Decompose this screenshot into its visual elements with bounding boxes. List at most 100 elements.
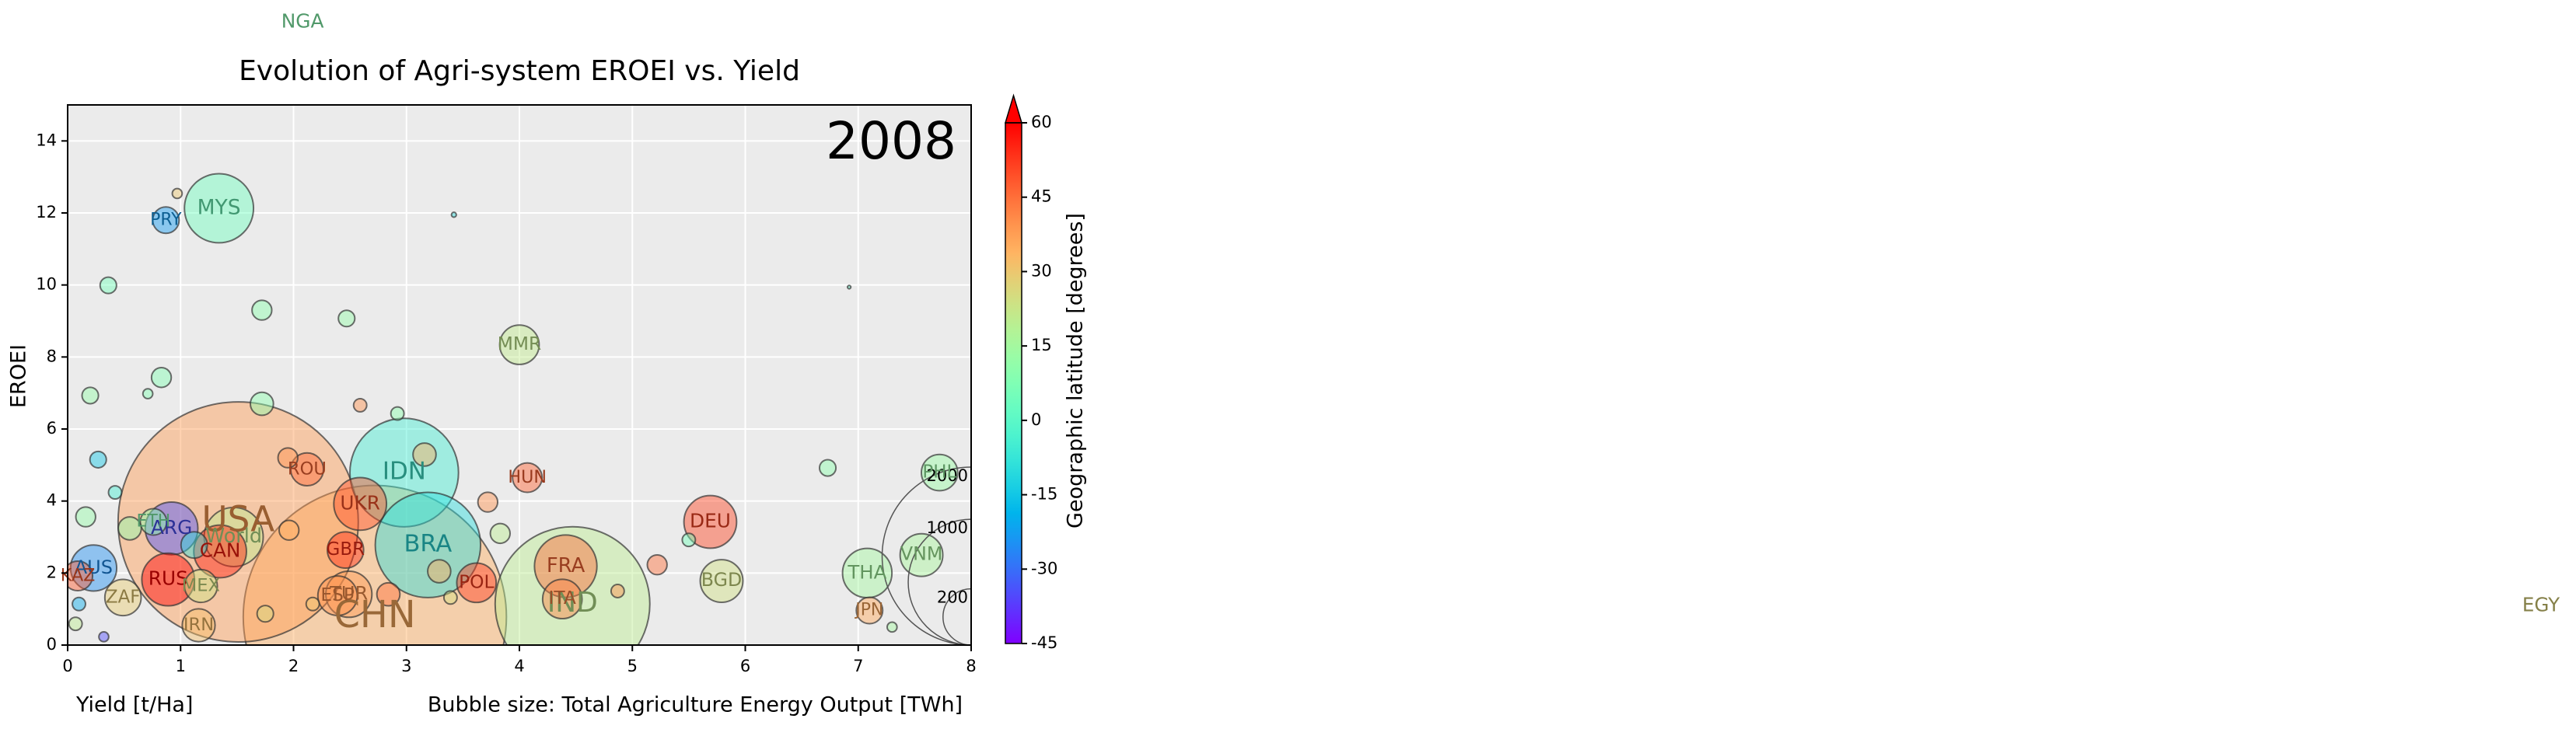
bubble (69, 544, 118, 592)
bubble (81, 386, 100, 405)
bubble-label: BRA (404, 531, 452, 558)
bubble (139, 508, 168, 536)
bubble (98, 631, 110, 643)
y-tick-label: 0 (47, 635, 57, 654)
bubble (683, 494, 738, 549)
bubble-label: MMR (498, 333, 541, 354)
bubble (390, 406, 405, 421)
bubble-label: ITA (549, 588, 576, 609)
bubble (68, 560, 94, 592)
bubble (846, 284, 852, 290)
bubble (184, 173, 255, 244)
bubble (89, 450, 107, 469)
x-tick-label: 1 (176, 657, 186, 675)
bubble (142, 388, 154, 399)
colorbar-tick-label: 30 (1031, 261, 1052, 280)
bubble-label: TUR (329, 583, 368, 605)
y-axis-label: EROEI (7, 344, 31, 408)
bubble-label: HUN (508, 467, 547, 487)
size-label: Bubble size: Total Agriculture Energy Ou… (428, 693, 963, 717)
bubble (442, 590, 458, 605)
bubble (681, 532, 697, 548)
bubble (103, 578, 142, 617)
bubble (646, 553, 668, 576)
bubble (117, 516, 142, 541)
bubble-label: RUS (149, 567, 188, 590)
colorbar-extend (1004, 93, 1023, 124)
x-axis-label: Yield [t/Ha] (75, 693, 193, 717)
bubble-label: PRY (150, 210, 182, 229)
bubble (256, 605, 274, 623)
bubble-label: ETH (137, 512, 171, 532)
bubble (99, 276, 117, 295)
colorbar-label: Geographic latitude [degrees] (1064, 213, 1088, 528)
colorbar-tick-label: 45 (1031, 187, 1052, 206)
bubble-label: POL (459, 571, 494, 592)
bubble (278, 519, 300, 541)
bubble (886, 621, 898, 633)
bubble (326, 531, 365, 570)
bubble-labels: CHN USA IND IDN BRA MYS World FRA ARG RUS CAN UKR DE… (61, 9, 2560, 636)
bubble (117, 401, 359, 643)
bubble (489, 522, 512, 545)
colorbar-tick-label: 0 (1031, 410, 1041, 429)
bubble-label: BGD (701, 569, 742, 591)
bubbles (68, 173, 959, 645)
bubble (251, 299, 273, 321)
bubble (144, 501, 199, 556)
bubble (180, 531, 208, 560)
bubble-label: MYS (197, 195, 241, 219)
y-tick-label: 6 (47, 419, 57, 438)
y-tick-label: 8 (47, 347, 57, 365)
bubble (184, 568, 218, 604)
colorbar-tick-label: -45 (1031, 633, 1057, 652)
x-tick-label: 6 (740, 657, 750, 675)
bubble-label: EGY (2522, 593, 2560, 616)
bubble-label: CAN (200, 539, 241, 562)
bubble (450, 211, 457, 218)
year-label: 2008 (826, 111, 956, 171)
bubble-label: MEX (182, 576, 220, 596)
bubble-label: JPN (854, 601, 883, 620)
bubble (427, 559, 452, 584)
bubble (337, 309, 356, 328)
bubble (316, 575, 358, 616)
colorbar-tick-label: -30 (1031, 559, 1057, 577)
y-tick-label: 2 (47, 563, 57, 581)
bubble (141, 552, 196, 607)
bubble-label: ESP (320, 584, 355, 605)
chart-title: Evolution of Agri-system EROEI vs. Yield (239, 55, 800, 87)
bubble (107, 485, 123, 500)
bubble (855, 596, 884, 625)
bubble-label: KAZ (61, 566, 96, 586)
size-legend-label: 2000 (927, 466, 968, 485)
bubble (610, 584, 625, 598)
bubble (699, 559, 744, 603)
x-tick-label: 4 (514, 657, 524, 675)
bubble (289, 452, 325, 487)
bubble (352, 397, 368, 413)
bubble-label: VNM (900, 543, 942, 565)
bubble-label: IND (547, 587, 598, 619)
y-tick-label: 14 (36, 131, 57, 149)
bubble (512, 462, 544, 494)
x-tick-label: 5 (627, 657, 638, 675)
bubble-label: AUS (75, 556, 113, 578)
colorbar-tick-label: 60 (1031, 113, 1052, 131)
bubble (533, 534, 598, 598)
colorbar-gradient (1005, 123, 1022, 644)
bubble (541, 578, 583, 620)
bubble (193, 524, 247, 579)
bubble-label: NGA (281, 9, 324, 32)
bubble (68, 616, 83, 632)
bubble-label: UKR (340, 491, 380, 514)
y-tick-label: 10 (36, 275, 57, 294)
bubble (374, 491, 482, 598)
size-legend-label: 200 (937, 588, 968, 607)
bubble (412, 442, 437, 467)
bubble-label: CHN (334, 594, 416, 637)
bubble (250, 391, 274, 417)
bubble-label: IDN (383, 458, 426, 486)
bubble-label: DEU (690, 510, 731, 532)
